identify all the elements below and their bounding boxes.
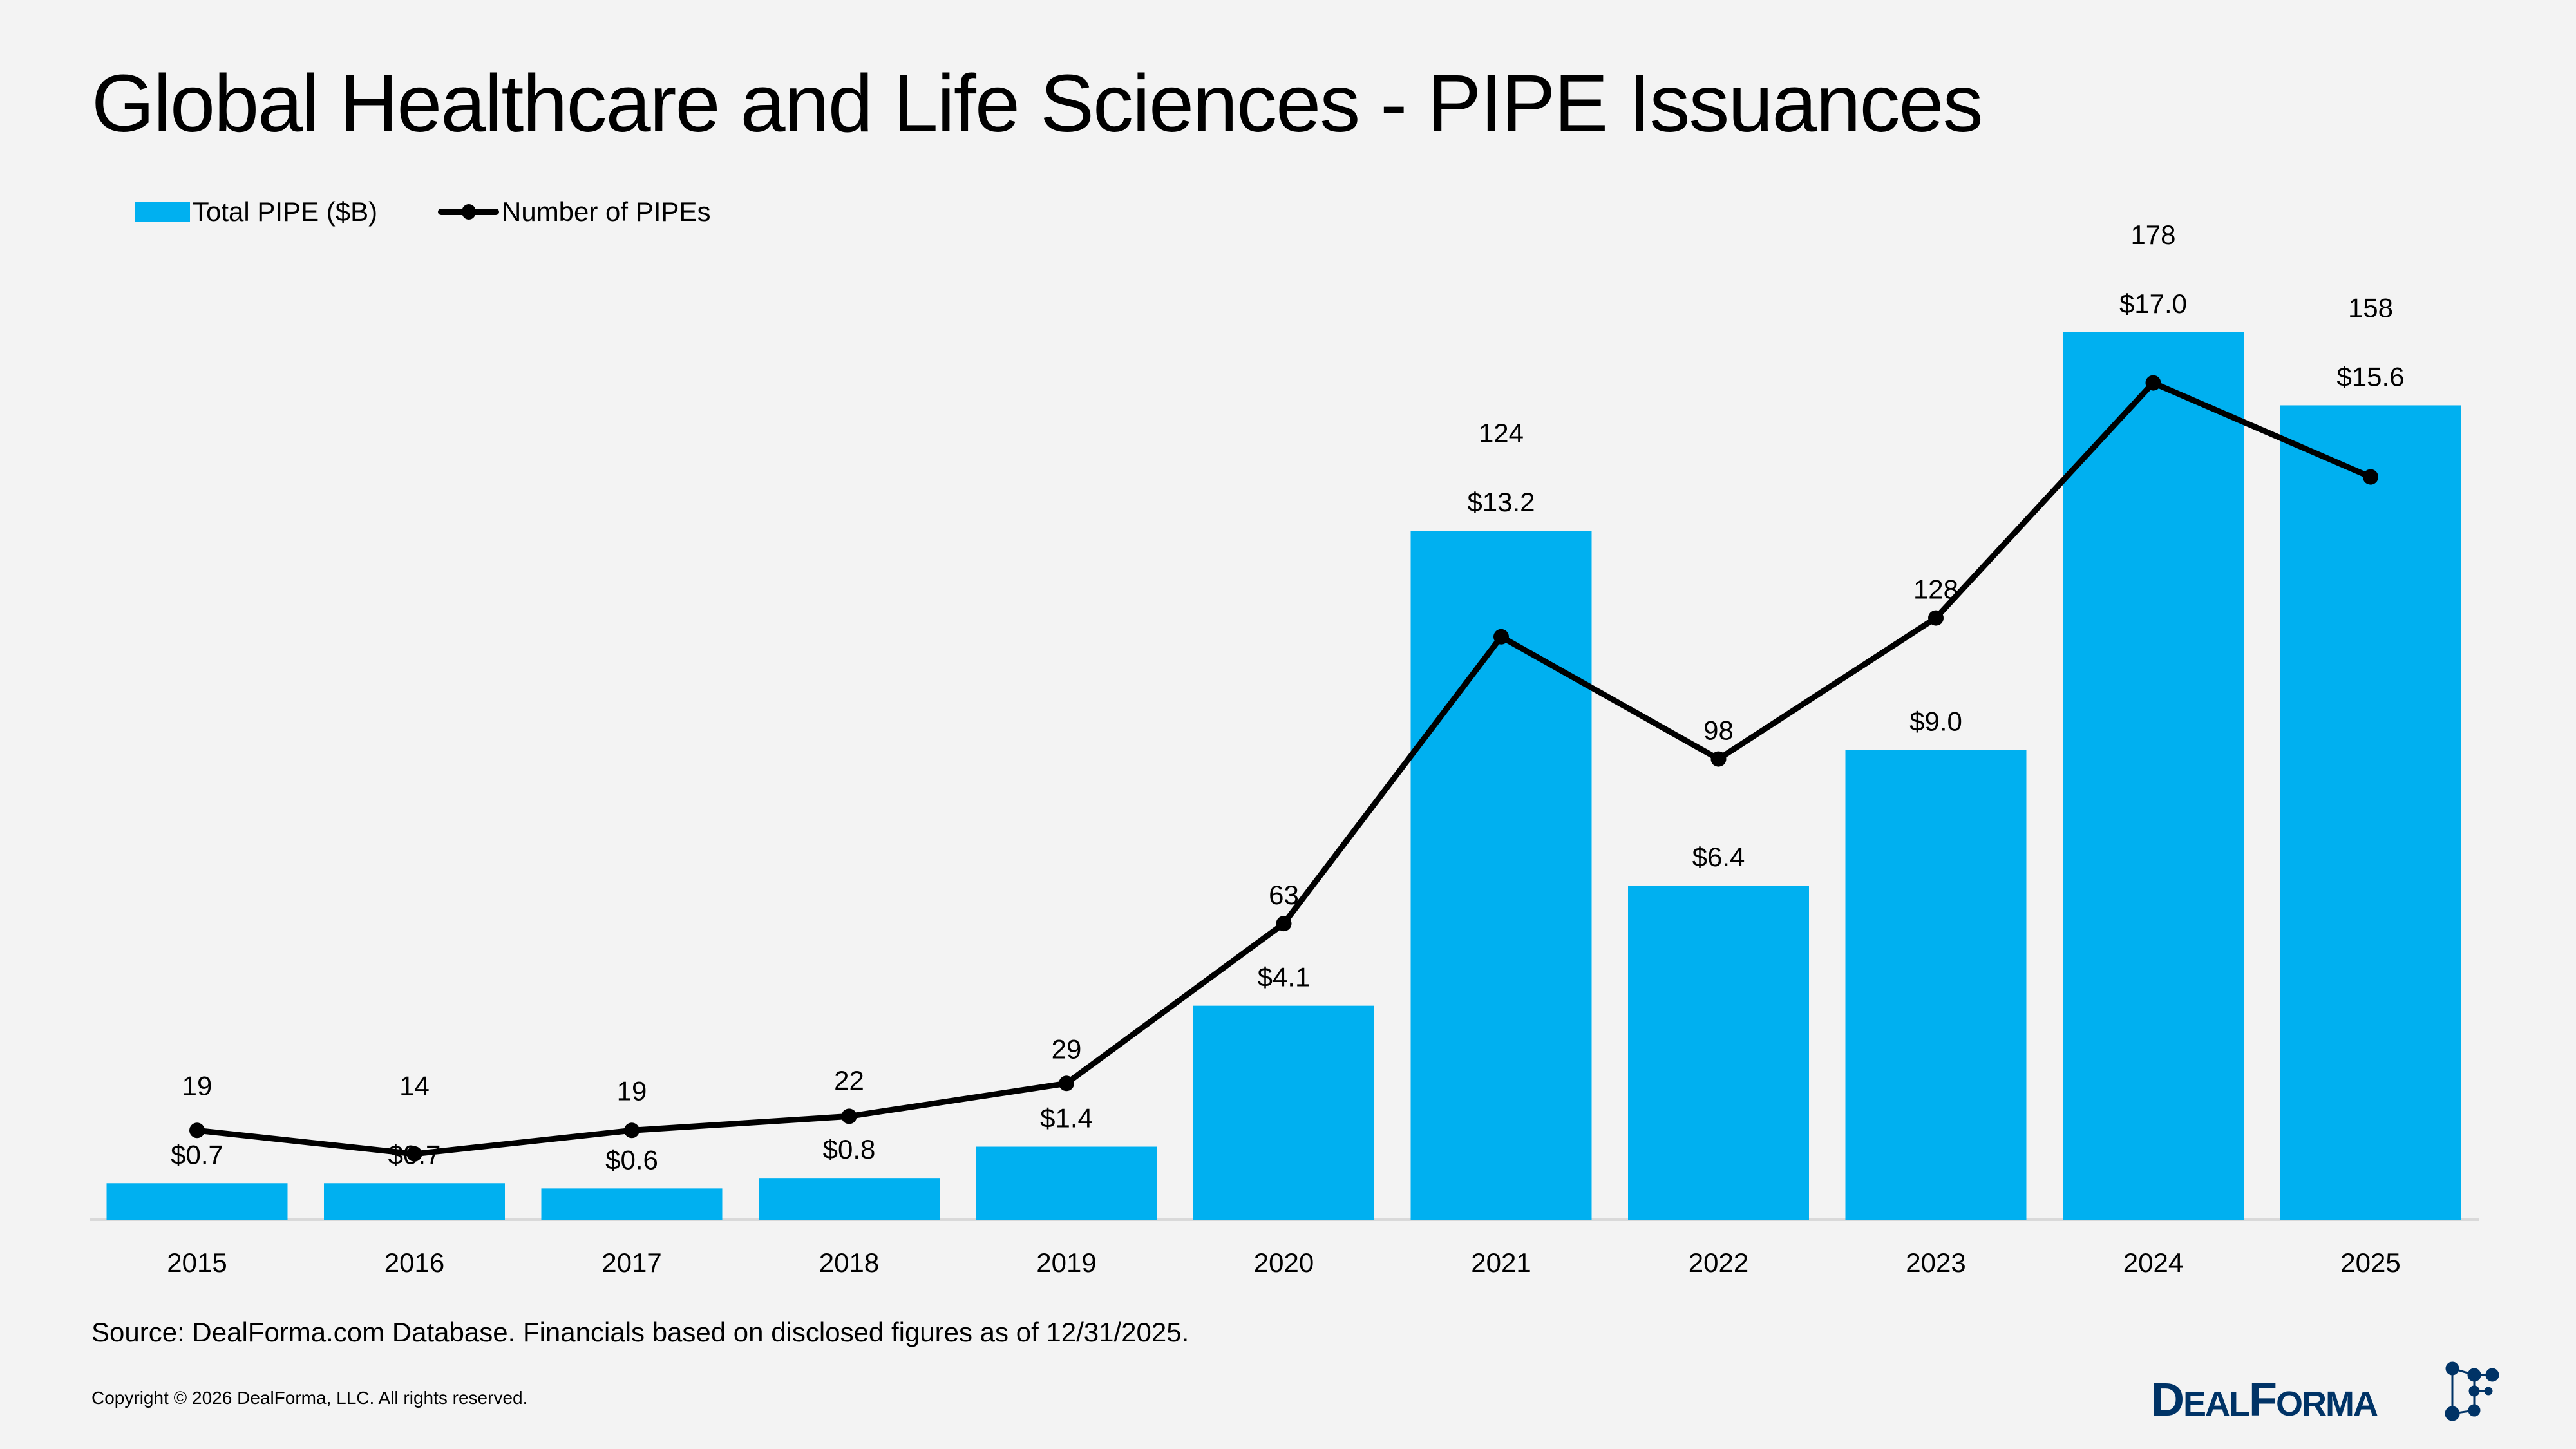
x-tick-2024: 2024 <box>2123 1247 2183 1278</box>
x-tick-2022: 2022 <box>1689 1247 1748 1278</box>
legend-item-total-pipe: Total PIPE ($B) <box>135 196 377 227</box>
line-label-2016: 14 <box>399 1070 430 1101</box>
bar-label-2020: $4.1 <box>1258 962 1311 992</box>
x-tick-2016: 2016 <box>384 1247 444 1278</box>
bar-label-2023: $9.0 <box>1909 706 1962 736</box>
line-point-2017 <box>624 1122 639 1139</box>
line-point-2015 <box>189 1122 205 1139</box>
line-label-2017: 19 <box>617 1075 647 1106</box>
legend-swatch-bar <box>135 202 190 222</box>
legend-item-number-pipes: Number of PIPEs <box>438 196 710 227</box>
bar-2021 <box>1410 531 1592 1220</box>
bar-2025 <box>2280 405 2461 1220</box>
bar-2017 <box>541 1188 723 1220</box>
bar-2020 <box>1193 1005 1374 1220</box>
legend-swatch-line <box>438 204 499 220</box>
bar-2015 <box>106 1183 288 1220</box>
legend-label: Total PIPE ($B) <box>193 196 378 227</box>
copyright-note: Copyright © 2026 DealForma, LLC. All rig… <box>91 1388 528 1408</box>
line-point-2023 <box>1928 610 1944 626</box>
bar-2018 <box>759 1178 940 1220</box>
x-tick-2023: 2023 <box>1906 1247 1965 1278</box>
line-point-2025 <box>2363 469 2378 485</box>
bar-label-2019: $1.4 <box>1040 1103 1093 1133</box>
bar-label-2025: $15.6 <box>2336 361 2404 392</box>
line-label-2020: 63 <box>1269 880 1299 910</box>
line-label-2021: 124 <box>1479 418 1524 448</box>
legend-label: Number of PIPEs <box>502 196 711 227</box>
line-point-2018 <box>841 1108 857 1124</box>
x-tick-2020: 2020 <box>1254 1247 1314 1278</box>
line-label-2018: 22 <box>834 1065 864 1095</box>
line-point-2021 <box>1493 629 1509 645</box>
line-point-2022 <box>1710 751 1727 767</box>
line-label-2019: 29 <box>1052 1034 1082 1065</box>
bar-2024 <box>2063 332 2244 1220</box>
line-point-2016 <box>406 1146 422 1162</box>
line-label-2022: 98 <box>1703 715 1734 746</box>
line-point-2019 <box>1059 1075 1074 1092</box>
x-tick-2015: 2015 <box>167 1247 227 1278</box>
bar-label-2017: $0.6 <box>605 1144 658 1175</box>
page-title: Global Healthcare and Life Sciences - PI… <box>91 58 1984 149</box>
line-label-2025: 158 <box>2348 292 2393 323</box>
line-point-2024 <box>2145 375 2161 391</box>
bar-label-2015: $0.7 <box>171 1139 223 1170</box>
svg-text:DEALFORMA: DEALFORMA <box>2151 1374 2378 1423</box>
bar-2022 <box>1628 886 1809 1220</box>
line-point-2020 <box>1276 916 1292 932</box>
x-tick-2019: 2019 <box>1036 1247 1096 1278</box>
bar-2016 <box>324 1183 505 1220</box>
bar-label-2024: $17.0 <box>2119 289 2187 319</box>
line-label-2024: 178 <box>2130 220 2175 250</box>
x-tick-2018: 2018 <box>819 1247 879 1278</box>
bar-label-2022: $6.4 <box>1692 842 1745 872</box>
x-tick-2021: 2021 <box>1471 1247 1531 1278</box>
line-label-2023: 128 <box>1913 574 1958 605</box>
bar-2023 <box>1845 750 2027 1220</box>
line-label-2015: 19 <box>182 1070 213 1101</box>
bar-label-2018: $0.8 <box>823 1134 876 1164</box>
dealforma-logo: DEALFORMA <box>2151 1361 2499 1423</box>
x-tick-2017: 2017 <box>601 1247 661 1278</box>
bar-label-2016: $0.7 <box>388 1139 441 1170</box>
bar-2019 <box>976 1146 1157 1220</box>
x-tick-2025: 2025 <box>2340 1247 2400 1278</box>
bar-label-2021: $13.2 <box>1467 487 1535 517</box>
source-note: Source: DealForma.com Database. Financia… <box>91 1317 1189 1347</box>
